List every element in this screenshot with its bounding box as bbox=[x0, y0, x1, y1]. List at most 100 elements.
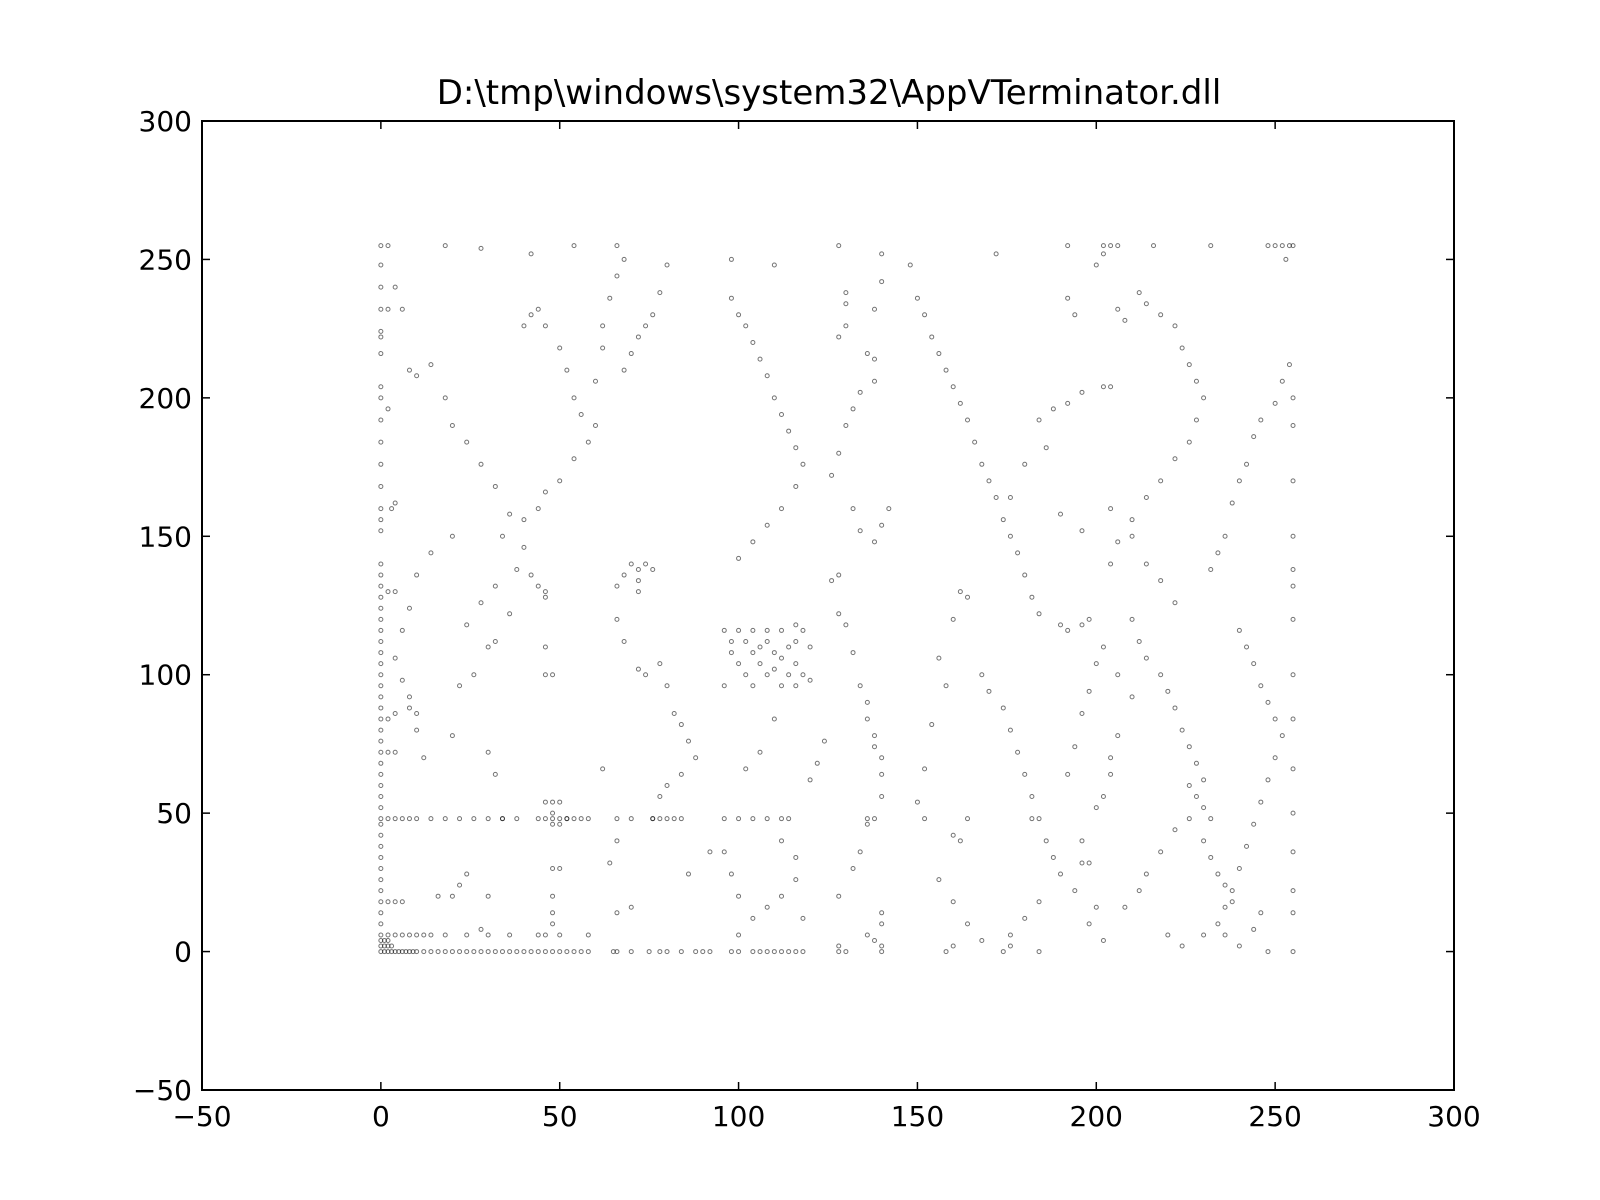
scatter-point bbox=[635, 666, 641, 672]
scatter-point bbox=[392, 655, 398, 661]
scatter-point bbox=[986, 688, 992, 694]
scatter-point bbox=[1007, 727, 1013, 733]
scatter-point bbox=[843, 290, 849, 296]
scatter-point bbox=[1015, 749, 1021, 755]
scatter-point bbox=[757, 749, 763, 755]
scatter-point bbox=[571, 456, 577, 462]
scatter-point bbox=[492, 638, 498, 644]
scatter-point bbox=[786, 949, 792, 955]
scatter-point bbox=[542, 816, 548, 822]
scatter-point bbox=[793, 483, 799, 489]
scatter-point bbox=[528, 572, 534, 578]
scatter-point bbox=[499, 949, 505, 955]
scatter-point bbox=[979, 938, 985, 943]
scatter-point bbox=[643, 323, 649, 329]
scatter-point bbox=[378, 528, 384, 534]
scatter-point bbox=[557, 478, 563, 484]
scatter-point bbox=[464, 439, 470, 445]
scatter-point bbox=[1029, 594, 1035, 600]
scatter-point bbox=[1286, 362, 1292, 368]
scatter-point bbox=[1290, 567, 1296, 573]
scatter-point bbox=[1000, 705, 1006, 711]
scatter-point bbox=[406, 605, 412, 611]
scatter-point bbox=[743, 672, 749, 678]
scatter-point bbox=[664, 816, 670, 822]
scatter-point bbox=[1136, 888, 1142, 894]
scatter-point bbox=[378, 561, 384, 567]
scatter-point bbox=[707, 849, 713, 855]
scatter-point bbox=[743, 638, 749, 644]
scatter-point bbox=[864, 821, 870, 827]
scatter-point bbox=[643, 672, 649, 678]
scatter-point bbox=[621, 638, 627, 644]
scatter-point bbox=[836, 450, 842, 456]
scatter-point bbox=[1290, 616, 1296, 622]
y-tick-label: 50 bbox=[156, 797, 192, 830]
scatter-point bbox=[1093, 661, 1099, 667]
scatter-point bbox=[1151, 243, 1157, 249]
scatter-point bbox=[1115, 672, 1121, 678]
scatter-point bbox=[399, 306, 405, 312]
scatter-point bbox=[378, 760, 384, 766]
scatter-point bbox=[664, 683, 670, 689]
scatter-point bbox=[736, 816, 742, 822]
scatter-point bbox=[1036, 417, 1042, 423]
scatter-point bbox=[736, 312, 742, 318]
scatter-point bbox=[736, 555, 742, 561]
scatter-point bbox=[857, 389, 863, 395]
scatter-point bbox=[378, 821, 384, 827]
scatter-point bbox=[786, 816, 792, 822]
scatter-point bbox=[1043, 445, 1049, 451]
scatter-point bbox=[1290, 810, 1296, 816]
scatter-point bbox=[1244, 843, 1250, 849]
scatter-point bbox=[879, 794, 885, 800]
scatter-point bbox=[389, 506, 395, 512]
scatter-point bbox=[879, 522, 885, 528]
scatter-point bbox=[1208, 243, 1214, 249]
scatter-point bbox=[614, 583, 620, 589]
scatter-point bbox=[378, 262, 384, 268]
scatter-point bbox=[1015, 550, 1021, 556]
scatter-point bbox=[872, 378, 877, 384]
scatter-point bbox=[800, 461, 806, 467]
scatter-point bbox=[1007, 495, 1013, 501]
scatter-point bbox=[857, 528, 863, 534]
scatter-point bbox=[464, 871, 470, 877]
scatter-point bbox=[950, 384, 956, 390]
scatter-point bbox=[807, 677, 813, 683]
scatter-points bbox=[378, 243, 1296, 955]
scatter-point bbox=[1272, 716, 1278, 722]
scatter-point bbox=[550, 672, 556, 678]
scatter-point bbox=[471, 949, 477, 955]
scatter-point bbox=[685, 871, 691, 877]
scatter-point bbox=[879, 251, 885, 257]
scatter-point bbox=[378, 616, 384, 622]
scatter-point bbox=[507, 932, 513, 938]
scatter-point bbox=[1086, 616, 1092, 622]
scatter-point bbox=[621, 367, 627, 373]
scatter-point bbox=[771, 395, 777, 401]
scatter-point bbox=[1201, 395, 1207, 401]
scatter-point bbox=[1079, 389, 1085, 395]
scatter-point bbox=[750, 683, 756, 689]
scatter-point bbox=[378, 716, 384, 722]
scatter-point bbox=[485, 816, 491, 822]
scatter-point bbox=[793, 949, 799, 955]
scatter-point bbox=[521, 544, 527, 550]
scatter-point bbox=[492, 949, 498, 955]
scatter-point bbox=[392, 710, 398, 716]
scatter-point bbox=[471, 816, 477, 822]
scatter-point bbox=[1251, 821, 1257, 827]
scatter-point bbox=[492, 771, 498, 777]
scatter-point bbox=[793, 622, 799, 628]
scatter-point bbox=[1065, 295, 1071, 301]
scatter-point bbox=[1058, 871, 1064, 877]
scatter-point bbox=[592, 423, 598, 429]
scatter-point bbox=[800, 627, 806, 633]
scatter-point bbox=[378, 650, 384, 656]
scatter-point bbox=[1222, 882, 1228, 888]
scatter-point bbox=[378, 832, 384, 838]
y-tick-label: 300 bbox=[139, 105, 192, 138]
scatter-point bbox=[1222, 932, 1228, 938]
